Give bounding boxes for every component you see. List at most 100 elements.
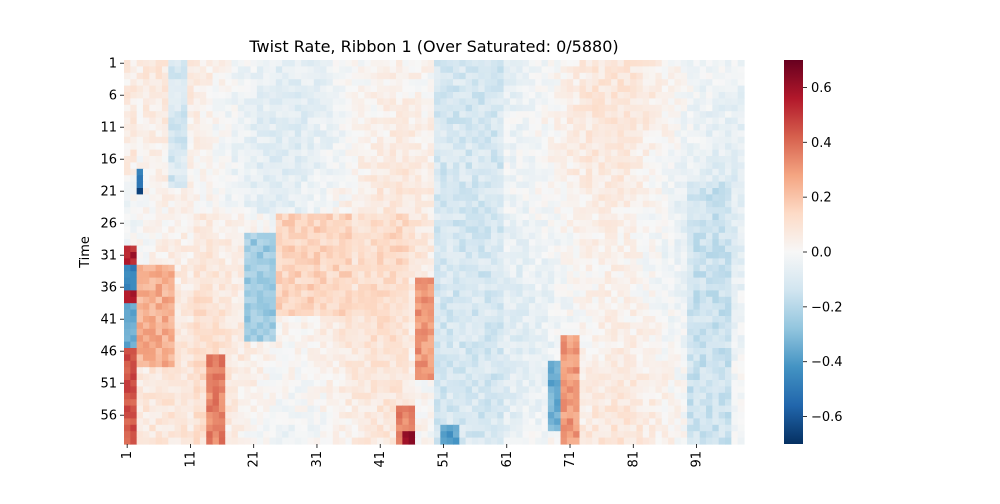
heatmap-cell [282, 322, 290, 330]
heatmap-cell [459, 98, 467, 106]
heatmap-cell [231, 303, 239, 311]
heatmap-cell [231, 271, 239, 279]
heatmap-cell [212, 194, 220, 202]
heatmap-cell [661, 143, 669, 151]
heatmap-cell [446, 200, 454, 208]
heatmap-cell [611, 316, 619, 323]
heatmap-cell [478, 175, 486, 183]
heatmap-cell [142, 162, 150, 170]
heatmap-cell [244, 168, 252, 176]
heatmap-cell [718, 252, 726, 259]
heatmap-cell [630, 258, 638, 266]
heatmap-cell [313, 226, 321, 234]
heatmap-cell [345, 200, 353, 208]
heatmap-cell [149, 232, 157, 240]
heatmap-cell [452, 220, 460, 227]
heatmap-cell [490, 220, 498, 227]
heatmap-cell [370, 277, 378, 285]
heatmap-cell [130, 373, 138, 381]
heatmap-cell [263, 367, 271, 375]
heatmap-cell [554, 207, 562, 215]
heatmap-cell [452, 124, 460, 131]
heatmap-cell [554, 175, 562, 183]
heatmap-cell [237, 239, 245, 247]
heatmap-cell [351, 111, 359, 119]
heatmap-cell [471, 296, 479, 304]
heatmap-cell [383, 226, 391, 234]
heatmap-cell [731, 360, 739, 368]
heatmap-cell [218, 136, 226, 144]
heatmap-cell [585, 232, 593, 240]
heatmap-cell [250, 188, 258, 195]
heatmap-cell [471, 194, 479, 202]
heatmap-cell [288, 239, 296, 247]
heatmap-cell [408, 316, 416, 323]
heatmap-cell [737, 220, 745, 227]
heatmap-cell [693, 258, 701, 266]
heatmap-cell [415, 200, 422, 208]
heatmap-cell [427, 207, 435, 215]
heatmap-cell [604, 328, 612, 336]
heatmap-cell [427, 162, 435, 170]
heatmap-cell [623, 181, 631, 189]
heatmap-cell [212, 188, 220, 195]
heatmap-cell [149, 213, 157, 221]
heatmap-cell [655, 360, 663, 368]
heatmap-cell [535, 258, 543, 266]
heatmap-cell [642, 136, 650, 144]
heatmap-cell [161, 213, 169, 221]
heatmap-cell [206, 207, 214, 215]
heatmap-cell [598, 316, 606, 323]
heatmap-cell [630, 200, 638, 208]
heatmap-cell [136, 373, 144, 381]
heatmap-cell [471, 124, 479, 131]
heatmap-cell [218, 360, 226, 368]
heatmap-cell [484, 328, 492, 336]
heatmap-cell [668, 66, 676, 74]
heatmap-cell [459, 232, 467, 240]
heatmap-cell [611, 85, 619, 93]
heatmap-cell [149, 60, 157, 67]
heatmap-cell [706, 296, 713, 304]
heatmap-cell [630, 168, 638, 176]
heatmap-cell [484, 181, 492, 189]
heatmap-cell [649, 175, 657, 183]
heatmap-cell [206, 194, 214, 202]
heatmap-cell [598, 111, 606, 119]
heatmap-cell [434, 232, 441, 240]
heatmap-cell [263, 309, 271, 317]
heatmap-cell [655, 367, 663, 375]
heatmap-cell [497, 175, 505, 183]
heatmap-cell [155, 111, 163, 119]
heatmap-cell [630, 284, 638, 291]
heatmap-cell [573, 207, 581, 215]
heatmap-cell [630, 309, 638, 317]
heatmap-cell [579, 354, 587, 362]
heatmap-cell [573, 130, 581, 138]
heatmap-cell [174, 162, 182, 170]
heatmap-cell [547, 309, 555, 317]
heatmap-cell [598, 341, 606, 349]
heatmap-cell [737, 104, 745, 112]
heatmap-cell [142, 85, 150, 93]
heatmap-cell [193, 181, 201, 189]
heatmap-cell [617, 290, 625, 298]
heatmap-cell [465, 162, 473, 170]
heatmap-cell [339, 380, 347, 387]
heatmap-cell [592, 207, 600, 215]
heatmap-cell [560, 271, 568, 279]
heatmap-cell [623, 373, 631, 381]
heatmap-cell [225, 85, 233, 93]
heatmap-cell [237, 226, 245, 234]
heatmap-cell [301, 175, 309, 183]
heatmap-cell [244, 98, 252, 106]
heatmap-cell [307, 98, 315, 106]
heatmap-cell [680, 111, 688, 119]
heatmap-cell [358, 380, 366, 387]
heatmap-cell [718, 367, 726, 375]
heatmap-cell [687, 373, 694, 381]
heatmap-cell [706, 104, 713, 112]
heatmap-cell [737, 290, 745, 298]
heatmap-cell [136, 316, 144, 323]
heatmap-cell [478, 200, 486, 208]
